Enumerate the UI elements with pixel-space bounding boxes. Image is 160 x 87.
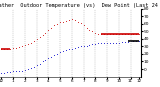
Text: Milwaukee Weather  Outdoor Temperature (vs)  Dew Point (Last 24 Hours): Milwaukee Weather Outdoor Temperature (v…: [0, 3, 160, 8]
